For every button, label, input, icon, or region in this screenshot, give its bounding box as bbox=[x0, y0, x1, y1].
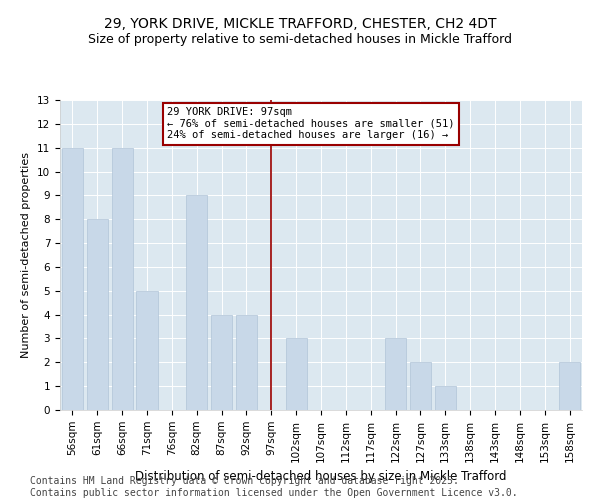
Bar bbox=[211, 314, 232, 410]
X-axis label: Distribution of semi-detached houses by size in Mickle Trafford: Distribution of semi-detached houses by … bbox=[135, 470, 507, 483]
Y-axis label: Number of semi-detached properties: Number of semi-detached properties bbox=[22, 152, 31, 358]
Bar bbox=[186, 196, 207, 410]
Text: Contains HM Land Registry data © Crown copyright and database right 2025.
Contai: Contains HM Land Registry data © Crown c… bbox=[30, 476, 518, 498]
Bar bbox=[385, 338, 406, 410]
Bar bbox=[112, 148, 133, 410]
Bar bbox=[236, 314, 257, 410]
Bar bbox=[136, 291, 158, 410]
Bar bbox=[62, 148, 83, 410]
Text: 29, YORK DRIVE, MICKLE TRAFFORD, CHESTER, CH2 4DT: 29, YORK DRIVE, MICKLE TRAFFORD, CHESTER… bbox=[104, 18, 496, 32]
Bar bbox=[559, 362, 580, 410]
Bar bbox=[435, 386, 456, 410]
Text: Size of property relative to semi-detached houses in Mickle Trafford: Size of property relative to semi-detach… bbox=[88, 32, 512, 46]
Bar bbox=[286, 338, 307, 410]
Bar bbox=[410, 362, 431, 410]
Bar bbox=[87, 219, 108, 410]
Text: 29 YORK DRIVE: 97sqm
← 76% of semi-detached houses are smaller (51)
24% of semi-: 29 YORK DRIVE: 97sqm ← 76% of semi-detac… bbox=[167, 107, 454, 140]
